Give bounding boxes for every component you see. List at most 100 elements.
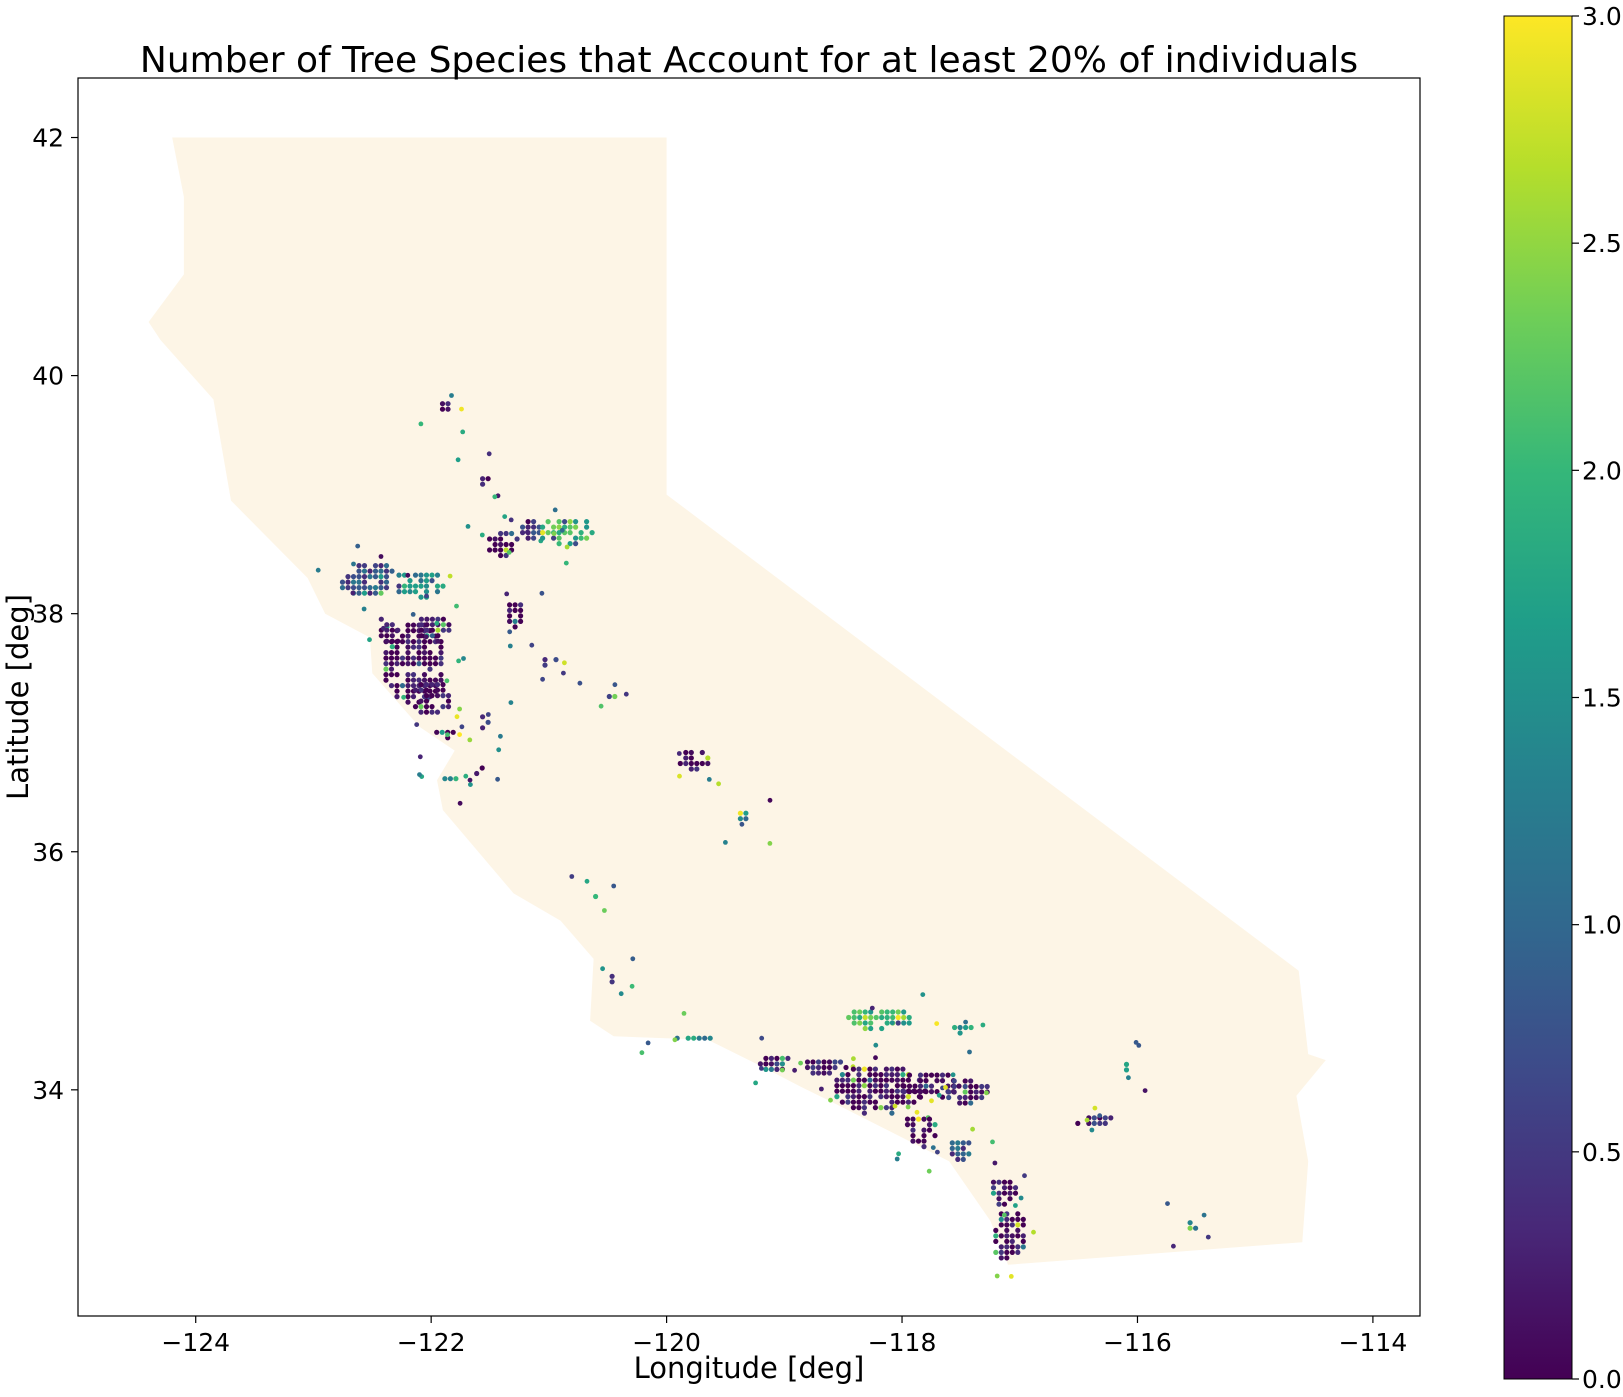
- hexbin-cell: [998, 1255, 1004, 1261]
- hexbin-cell: [367, 568, 373, 574]
- hexbin-cell: [424, 616, 430, 622]
- hexbin-cell: [507, 643, 513, 649]
- hexbin-cell: [540, 530, 546, 536]
- hexbin-cell: [383, 661, 389, 667]
- hexbin-cell: [934, 1072, 940, 1078]
- hexbin-cell: [429, 693, 435, 699]
- hexbin-cell: [378, 616, 384, 622]
- hexbin-cell: [834, 1077, 840, 1083]
- hexbin-cell: [424, 627, 430, 633]
- hexbin-cell: [1187, 1225, 1193, 1231]
- hexbin-cell: [394, 644, 400, 650]
- hexbin-cell: [531, 535, 537, 541]
- hexbin-cell: [1001, 1185, 1008, 1191]
- hexbin-cell: [507, 629, 513, 635]
- hexbin-cell: [889, 1072, 895, 1078]
- hexbin-cell: [410, 639, 417, 645]
- hexbin-cell: [457, 706, 462, 712]
- hexbin-cell: [410, 612, 416, 617]
- hexbin-cell: [815, 1070, 822, 1076]
- hexbin-cell: [743, 816, 749, 822]
- hexbin-cell: [410, 655, 417, 661]
- hexbin-cell: [694, 766, 700, 772]
- hexbin-cell: [894, 1099, 901, 1105]
- hexbin-cell: [979, 1094, 985, 1101]
- hexbin-cell: [910, 1122, 916, 1128]
- hexbin-cell: [427, 655, 433, 661]
- hexbin-cell: [901, 1014, 907, 1021]
- hexbin-cell: [694, 760, 700, 767]
- hexbin-cell: [968, 1089, 974, 1095]
- hexbin-cell: [498, 547, 504, 553]
- hexbin-cell: [429, 616, 435, 622]
- hexbin-cell: [442, 776, 448, 782]
- hexbin-cell: [998, 1222, 1004, 1228]
- hexbin-cell: [946, 1089, 952, 1095]
- hexbin-cell: [438, 650, 444, 656]
- hexbin-cell: [405, 628, 411, 634]
- hexbin-cell: [573, 541, 579, 547]
- hexbin-cell: [389, 644, 395, 650]
- hexbin-cell: [378, 563, 384, 569]
- hexbin-cell: [850, 1105, 857, 1111]
- hexbin-cell: [367, 590, 373, 596]
- hexbin-cell: [905, 1094, 912, 1100]
- hexbin-cell: [894, 1083, 901, 1089]
- hexbin-cell: [810, 1064, 816, 1071]
- hexbin-cell: [851, 1009, 857, 1015]
- hexbin-cell: [705, 760, 711, 767]
- hexbin-cell: [384, 633, 390, 639]
- hexbin-cell: [993, 1233, 999, 1239]
- hexbin-cell: [454, 603, 459, 609]
- hexbin-cell: [503, 541, 509, 548]
- hexbin-cell: [699, 749, 705, 756]
- hexbin-cell: [429, 682, 435, 688]
- hexbin-cell: [460, 429, 466, 435]
- x-axis: −124 −122 −120 −118 −116 −114: [161, 1316, 1407, 1357]
- x-tick-label: −118: [868, 1328, 937, 1357]
- hexbin-cell: [503, 552, 509, 559]
- hexbin-cell: [361, 563, 368, 569]
- hexbin-cell: [956, 1083, 962, 1089]
- hexbin-cell: [1001, 1190, 1008, 1196]
- hexbin-cell: [467, 737, 473, 743]
- hexbin-cell: [539, 590, 545, 596]
- y-axis-label: Latitude [deg]: [1, 594, 35, 800]
- hexbin-cell: [934, 1078, 940, 1084]
- hexbin-cell: [508, 517, 514, 523]
- hexbin-cell: [905, 1099, 912, 1105]
- hexbin-cell: [904, 1116, 911, 1122]
- hexbin-cell: [1092, 1105, 1098, 1111]
- hexbin-cell: [418, 622, 424, 628]
- hexbin-cell: [479, 532, 485, 538]
- hexbin-cell: [857, 1009, 863, 1015]
- hexbin-cell: [862, 1014, 868, 1021]
- hexbin-cell: [950, 1072, 956, 1078]
- hexbin-cell: [418, 421, 424, 427]
- hexbin-cell: [405, 655, 411, 661]
- hexbin-cell: [1001, 1179, 1008, 1185]
- hexbin-cell: [850, 1088, 857, 1094]
- hexbin-cell: [399, 639, 406, 645]
- hexbin-cell: [1020, 1222, 1026, 1228]
- hexbin-cell: [894, 1094, 901, 1100]
- hexbin-cell: [427, 650, 433, 656]
- hexbin-cell: [416, 639, 422, 645]
- hexbin-cell: [951, 1078, 957, 1084]
- hexbin-cell: [906, 1083, 913, 1089]
- hexbin-cell: [1084, 1117, 1090, 1123]
- hexbin-cell: [906, 1072, 913, 1078]
- hexbin-cell: [798, 1060, 803, 1066]
- hexbin-cell: [868, 1025, 874, 1032]
- hexbin-cell: [440, 693, 446, 699]
- hexbin-cell: [957, 1100, 963, 1106]
- hexbin-cell: [445, 401, 451, 407]
- hexbin-cell: [839, 1083, 846, 1089]
- hexbin-cell: [845, 1088, 851, 1094]
- colorbar: 0.0 0.5 1.0 1.5 2.0 2.5 3.0: [1503, 2, 1622, 1394]
- hexbin-cell: [545, 530, 551, 536]
- hexbin-cell: [763, 1066, 769, 1072]
- hexbin-cell: [383, 666, 389, 672]
- hexbin-cell: [573, 535, 579, 541]
- hexbin-cell: [424, 622, 430, 628]
